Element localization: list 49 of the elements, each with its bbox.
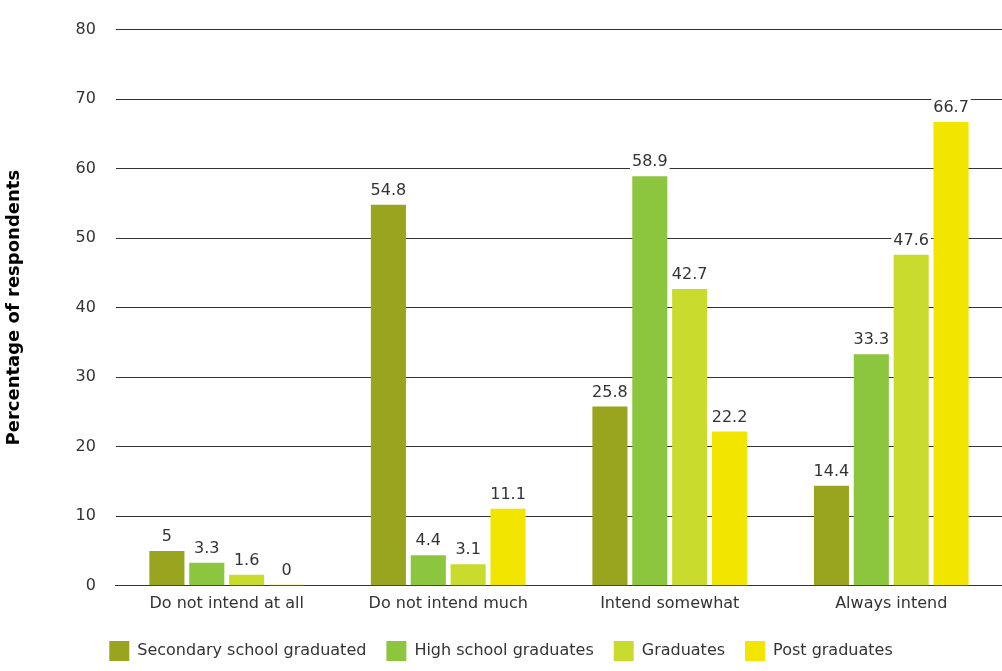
bar xyxy=(592,406,628,586)
data-label: 33.3 xyxy=(853,329,890,349)
y-tick-label: 0 xyxy=(85,574,96,594)
data-label: 3.1 xyxy=(455,539,481,559)
data-label: 4.4 xyxy=(415,530,442,550)
bar xyxy=(672,288,708,586)
bar xyxy=(712,431,748,586)
y-tick-label: 40 xyxy=(75,296,96,316)
data-label: 11.1 xyxy=(490,483,526,503)
bar xyxy=(893,254,929,586)
legend-label: Post graduates xyxy=(773,640,893,660)
bar xyxy=(853,354,889,586)
y-tick-label: 30 xyxy=(75,366,96,386)
data-label: 47.6 xyxy=(893,230,929,250)
x-tick-label: Do not intend much xyxy=(368,592,528,612)
bar xyxy=(813,485,849,586)
data-label: 14.4 xyxy=(813,460,850,480)
y-tick-label: 10 xyxy=(75,505,96,525)
data-label: 66.7 xyxy=(933,97,969,117)
y-axis-title: Percentage of respondents xyxy=(2,169,24,446)
bar xyxy=(933,122,969,586)
bar xyxy=(149,551,185,586)
data-label: 22.2 xyxy=(711,406,748,426)
bar xyxy=(450,564,486,586)
x-tick-label: Always intend xyxy=(835,592,948,612)
y-tick-label: 70 xyxy=(75,88,96,108)
bar xyxy=(632,176,668,586)
data-label: 42.7 xyxy=(671,264,708,284)
y-tick-label: 20 xyxy=(75,435,96,455)
legend-label: High school graduates xyxy=(414,640,594,660)
data-label: 58.9 xyxy=(631,151,668,171)
bar xyxy=(189,562,225,586)
legend-label: Secondary school graduated xyxy=(137,640,367,660)
y-tick-label: 60 xyxy=(75,157,96,177)
data-label: 5 xyxy=(161,526,172,546)
bar xyxy=(410,555,446,586)
legend-label: Graduates xyxy=(641,640,726,660)
bar xyxy=(490,508,526,586)
x-tick-label: Do not intend at all xyxy=(149,592,304,612)
bar xyxy=(370,204,406,586)
x-tick-label: Intend somewhat xyxy=(600,592,740,612)
y-tick-label: 50 xyxy=(75,227,96,247)
data-label: 54.8 xyxy=(370,179,407,199)
data-label: 0 xyxy=(281,559,292,579)
bar xyxy=(229,574,265,586)
y-tick-label: 80 xyxy=(75,18,96,38)
data-label: 25.8 xyxy=(592,381,628,401)
data-label: 3.3 xyxy=(194,538,220,558)
data-label: 1.6 xyxy=(233,549,260,569)
